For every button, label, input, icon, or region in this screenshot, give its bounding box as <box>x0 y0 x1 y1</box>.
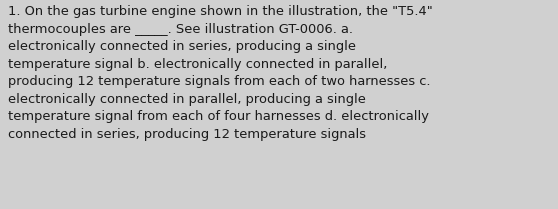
Text: 1. On the gas turbine engine shown in the illustration, the "T5.4"
thermocouples: 1. On the gas turbine engine shown in th… <box>8 5 433 141</box>
